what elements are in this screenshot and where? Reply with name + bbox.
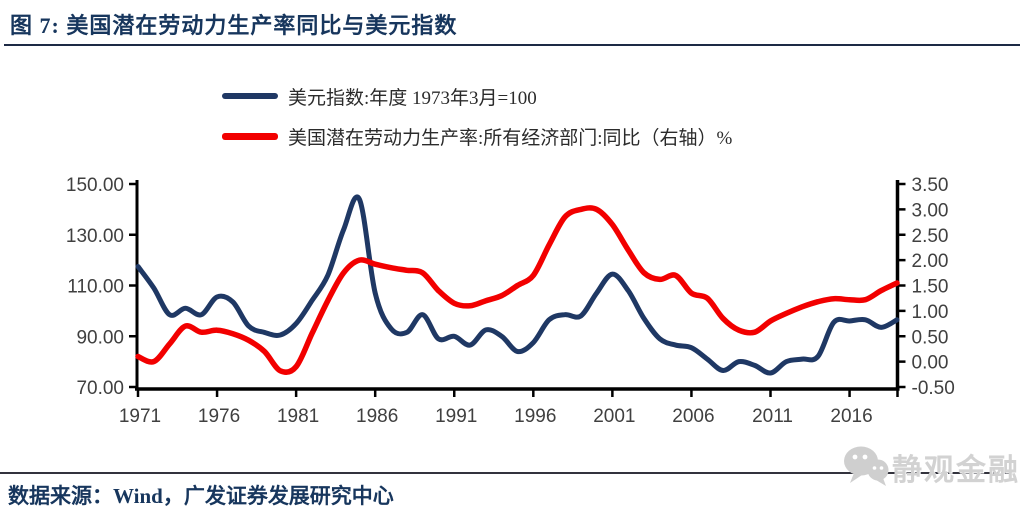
x-tick-label: 2016: [830, 406, 872, 427]
y-left-tick-label: 110.00: [67, 277, 124, 298]
y-right-tick-label: 3.50: [912, 175, 949, 196]
x-tick-label: 1991: [435, 406, 477, 427]
legend-swatch-productivity: [222, 132, 278, 140]
figure-title: 图 7: 美国潜在劳动力生产率同比与美元指数: [10, 13, 458, 38]
title-divider: [4, 44, 1020, 46]
x-tick-label: 2006: [672, 406, 714, 427]
x-tick-label: 1986: [356, 406, 398, 427]
productivity-line: [135, 205, 900, 375]
y-left-tick-label: 90.00: [76, 327, 124, 348]
x-tick-label: 1996: [514, 406, 556, 427]
y-left-tick-label: 130.00: [66, 226, 124, 247]
y-right-tick-label: 1.50: [912, 277, 949, 298]
y-left-tick-label: 70.00: [76, 378, 124, 399]
legend-swatch-usd-index: [222, 93, 278, 99]
usd-index-line: [135, 194, 900, 376]
chart-legend: 美元指数:年度 1973年3月=100 美国潜在劳动力生产率:所有经济部门:同比…: [222, 83, 732, 163]
y-right-tick-label: 0.50: [912, 327, 949, 348]
legend-item-productivity: 美国潜在劳动力生产率:所有经济部门:同比（右轴）%: [222, 123, 732, 149]
legend-label-usd-index: 美元指数:年度 1973年3月=100: [288, 87, 537, 109]
data-source-note: 数据来源：Wind，广发证券发展研究中心: [8, 484, 394, 508]
footer-divider: [0, 472, 1014, 474]
legend-item-usd-index: 美元指数:年度 1973年3月=100: [222, 83, 732, 109]
y-right-tick-label: 0.00: [912, 353, 949, 374]
x-tick-label: 1971: [119, 406, 161, 427]
y-right-tick-label: 1.00: [912, 302, 949, 323]
y-right-tick-label: 2.50: [912, 226, 949, 247]
x-tick-label: 1976: [198, 406, 240, 427]
x-tick-label: 2011: [752, 406, 793, 427]
watermark-text: 静观金融: [892, 454, 1020, 487]
legend-label-productivity: 美国潜在劳动力生产率:所有经济部门:同比（右轴）%: [288, 127, 733, 149]
x-tick-label: 1981: [277, 406, 319, 427]
y-left-tick-label: 150.00: [66, 175, 124, 196]
y-right-tick-label: 3.00: [912, 200, 949, 221]
x-tick-label: 2001: [593, 406, 635, 427]
watermark: 静观金融: [840, 443, 1020, 491]
y-right-tick-label: 2.00: [912, 251, 949, 272]
y-right-tick-label: -0.50: [912, 378, 955, 399]
wechat-bubble-icon: [844, 446, 889, 486]
